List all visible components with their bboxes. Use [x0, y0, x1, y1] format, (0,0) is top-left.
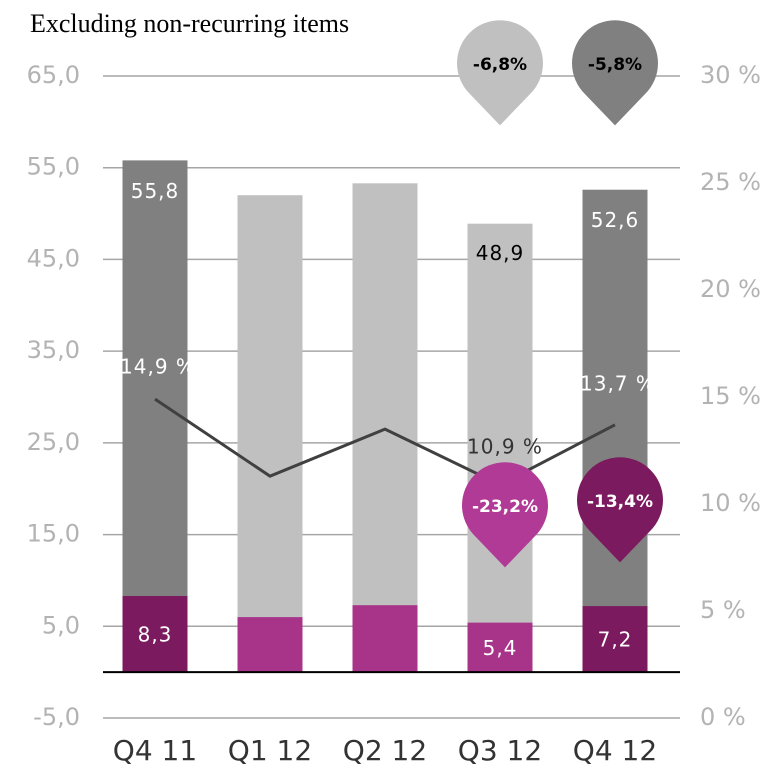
annotation-bubble — [576, 457, 663, 563]
bar — [237, 195, 303, 673]
x-tick-label: Q3 12 — [458, 734, 542, 767]
value-label: 7,2 — [598, 628, 633, 652]
value-label: 52,6 — [591, 208, 640, 232]
y2-tick-label: 20 % — [700, 275, 761, 303]
x-tick-label: Q4 11 — [113, 734, 197, 767]
chart-title: Excluding non-recurring items — [30, 9, 349, 38]
annotation-bubble — [572, 20, 658, 126]
value-label: 10,9 % — [467, 435, 543, 459]
bar — [122, 596, 188, 673]
y-tick-label: 45,0 — [27, 244, 80, 272]
value-label: 14,9 % — [120, 355, 196, 379]
y2-tick-label: 15 % — [700, 382, 761, 410]
value-label: 55,8 — [131, 179, 180, 203]
bar — [237, 617, 303, 673]
x-tick-label: Q2 12 — [343, 734, 427, 767]
y-tick-label: 55,0 — [27, 153, 80, 181]
y-tick-label: 65,0 — [27, 61, 80, 89]
y2-tick-label: 0 % — [700, 703, 746, 731]
y-tick-label: -5,0 — [33, 703, 80, 731]
bar — [467, 223, 533, 673]
y-tick-label: 35,0 — [27, 336, 80, 364]
value-label: 5,4 — [483, 636, 518, 660]
annotation-bubble — [461, 462, 548, 568]
x-tick-label: Q1 12 — [228, 734, 312, 767]
annotation-text: -13,4% — [587, 492, 653, 512]
bar — [122, 160, 188, 673]
y2-tick-label: 5 % — [700, 596, 746, 624]
y-tick-label: 5,0 — [42, 611, 80, 639]
annotation-text: -5,8% — [588, 55, 642, 75]
annotation-bubble — [456, 20, 543, 126]
y-tick-label: 15,0 — [27, 520, 80, 548]
bar — [582, 606, 648, 673]
value-label: 8,3 — [138, 623, 173, 647]
line — [154, 397, 616, 487]
annotation-text: -23,2% — [472, 497, 538, 517]
y2-tick-label: 30 % — [700, 61, 761, 89]
y2-tick-label: 25 % — [700, 168, 761, 196]
bar — [352, 605, 418, 673]
x-tick-label: Q4 12 — [573, 734, 657, 767]
y-tick-label: 25,0 — [27, 428, 80, 456]
value-label: 48,9 — [476, 241, 525, 265]
bar — [582, 189, 648, 673]
bar — [467, 622, 533, 673]
y2-tick-label: 10 % — [700, 489, 761, 517]
value-label: 13,7 % — [580, 372, 656, 396]
annotation-text: -6,8% — [473, 55, 527, 75]
